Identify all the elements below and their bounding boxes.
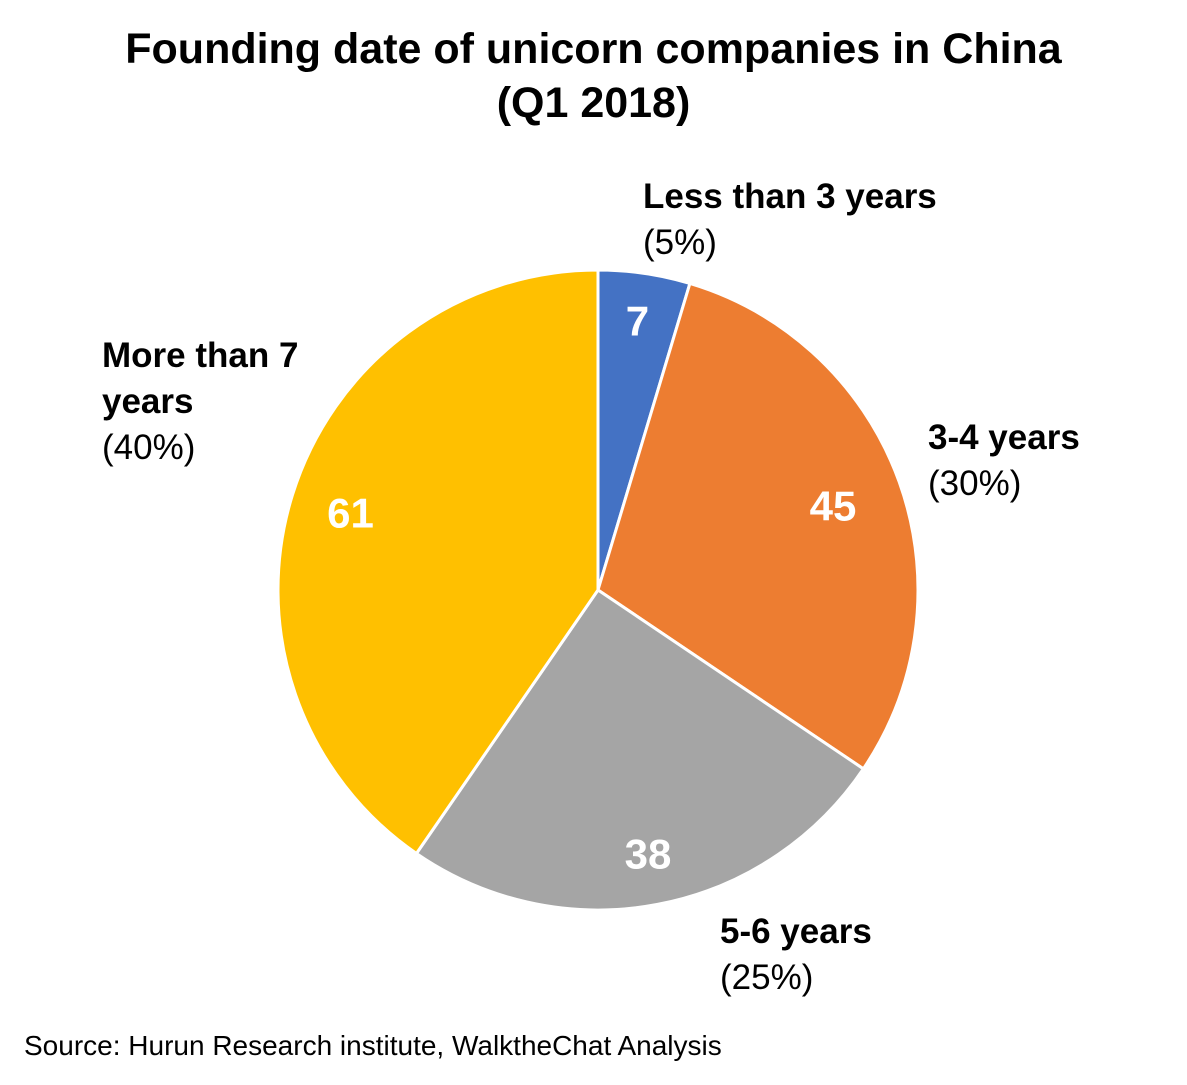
pie-slice bbox=[276, 268, 600, 856]
slice-name-5-6: 5-6 years bbox=[720, 912, 872, 951]
slice-percent-3-4: (30%) bbox=[928, 464, 1022, 503]
slice-value-label: 61 bbox=[327, 489, 374, 536]
slice-name-less-than-3: Less than 3 years bbox=[643, 177, 937, 216]
legend-label-3-4: 3-4 years (30%) bbox=[928, 415, 1080, 507]
chart-title: Founding date of unicorn companies in Ch… bbox=[125, 25, 1062, 73]
slice-percent-5-6: (25%) bbox=[720, 958, 814, 997]
pie-slice bbox=[414, 587, 866, 912]
source-note: Source: Hurun Research institute, Walkth… bbox=[24, 1030, 722, 1061]
chart-subtitle: (Q1 2018) bbox=[496, 79, 691, 127]
slice-value-label: 45 bbox=[810, 482, 857, 529]
slice-name-more-than-7: More than 7 years bbox=[102, 336, 299, 421]
legend-label-5-6: 5-6 years (25%) bbox=[720, 909, 872, 1001]
legend-label-less-than-3: Less than 3 years (5%) bbox=[643, 174, 937, 266]
slice-value-label: 38 bbox=[625, 831, 672, 878]
pie-slice bbox=[596, 281, 920, 771]
legend-label-more-than-7: More than 7 years (40%) bbox=[102, 333, 352, 471]
slice-percent-less-than-3: (5%) bbox=[643, 223, 717, 262]
chart-title-block: Founding date of unicorn companies in Ch… bbox=[0, 22, 1187, 130]
slice-name-3-4: 3-4 years bbox=[928, 418, 1080, 457]
slice-percent-more-than-7: (40%) bbox=[102, 428, 196, 467]
slice-value-label: 7 bbox=[626, 297, 649, 344]
